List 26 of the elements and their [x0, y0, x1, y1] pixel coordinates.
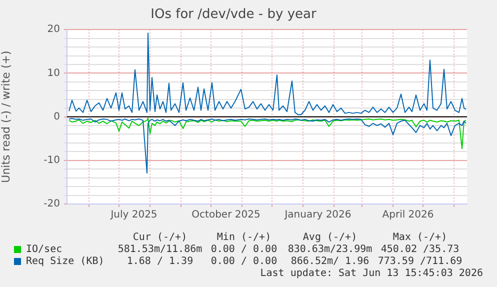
y-tick-label: -20: [44, 198, 60, 210]
y-tick-label: 10: [47, 68, 60, 79]
x-tick-label: July 2025: [110, 210, 158, 221]
text: 1.68 / 1.39: [126, 256, 194, 267]
text: Cur (-/+): [132, 232, 188, 243]
text: Last update: Sat Jun 13 15:45:03 2026: [260, 268, 483, 279]
y-tick-label: -10: [44, 154, 60, 166]
y-tick-label: 0: [54, 111, 60, 122]
y-axis-title: Units read (-) / write (+): [0, 50, 12, 183]
text: 0.00 / 0.00: [210, 244, 278, 255]
text: 581.53m/11.86m: [116, 244, 204, 255]
text: Max (-/+): [392, 232, 448, 243]
text: 866.52m/ 1.96: [290, 256, 370, 267]
x-tick-label: October 2025: [192, 210, 260, 221]
legend-label: IO/sec: [26, 244, 62, 255]
text: 773.59 /711.69: [376, 256, 464, 267]
text: Min (-/+): [216, 232, 272, 243]
x-tick-label: January 2026: [284, 210, 352, 221]
text: 0.00 / 0.00: [210, 256, 278, 267]
text: 450.02 /35.73: [380, 244, 460, 255]
text: Avg (-/+): [302, 232, 358, 243]
y-tick-label: 20: [47, 24, 60, 36]
x-tick-label: April 2026: [382, 210, 434, 221]
text: 830.63m/23.99m: [286, 244, 374, 255]
chart-title: IOs for /dev/vde - by year: [150, 7, 317, 22]
legend-label: Req Size (KB): [26, 256, 104, 267]
